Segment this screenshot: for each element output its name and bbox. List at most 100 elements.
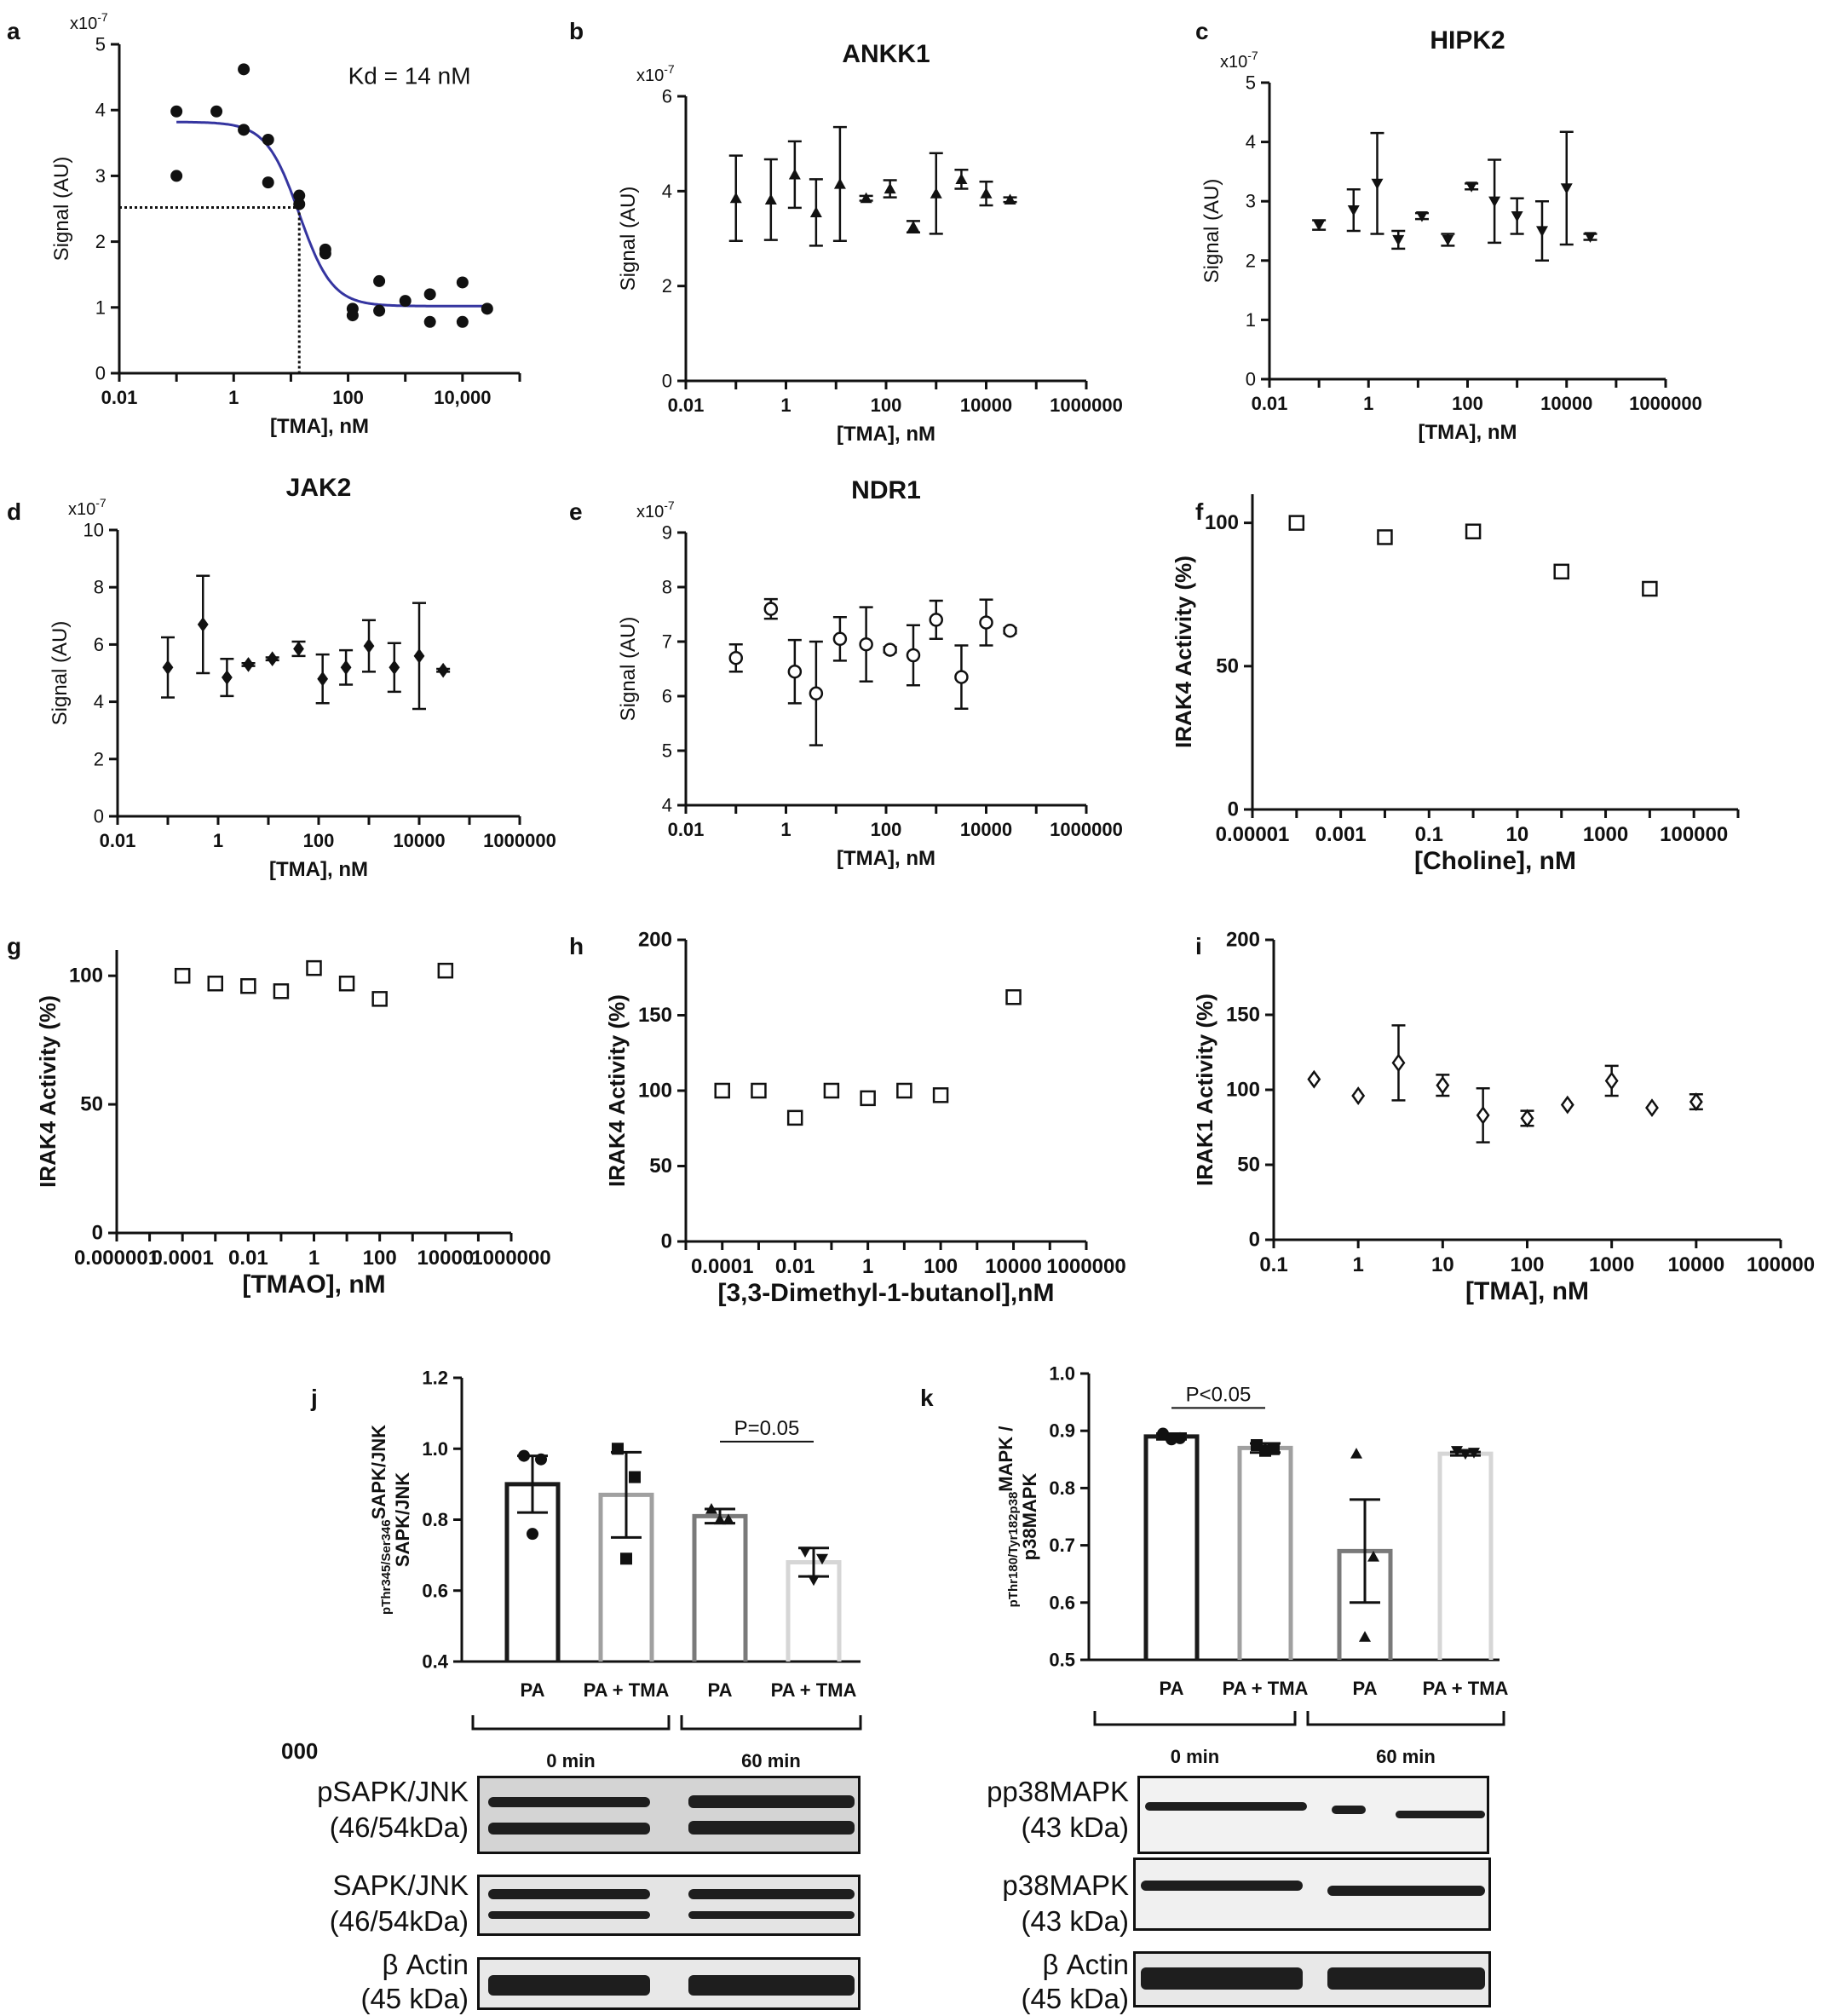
blot-j-row2-image [477, 1875, 861, 1936]
y-tick-label: 0.6 [1049, 1592, 1075, 1613]
y-tick-label: 1 [1246, 309, 1256, 331]
data-point [1488, 196, 1501, 208]
data-point [210, 105, 223, 118]
y-tick-label: 4 [94, 691, 104, 712]
panel-k: k 0.5 0.6 0.7 0.8 0.9 1.0 pThr180/Tyr182p38MAPK… [920, 1363, 1509, 1768]
y-tick-label: 4 [662, 181, 672, 202]
data-point [423, 288, 436, 301]
blot-band [488, 1889, 650, 1899]
data-point [979, 615, 993, 630]
data-point [363, 638, 375, 654]
data-point [1004, 193, 1016, 204]
panel-letter: b [569, 18, 584, 44]
data-point [238, 63, 250, 76]
data-point [262, 133, 274, 146]
data-point [1391, 1053, 1406, 1073]
panel-letter: g [7, 933, 21, 959]
y-tick-label: 0.9 [1049, 1420, 1075, 1442]
blot-band [1396, 1811, 1485, 1818]
data-point [1560, 1095, 1574, 1115]
x-tick-label: 0.01 [775, 1255, 815, 1278]
x-tick-label: 100 [924, 1255, 958, 1278]
x-tick-label: 1000 [1583, 823, 1628, 846]
data-point [317, 671, 329, 687]
panel-letter: e [569, 498, 583, 525]
data-point [1459, 1449, 1471, 1460]
data-point [620, 1552, 632, 1565]
data-point [221, 670, 233, 685]
data-point [456, 276, 469, 289]
group-bracket [1306, 1711, 1505, 1726]
blot-band [688, 1889, 855, 1899]
x-tick-label: 100000 [1660, 823, 1728, 846]
data-point [1259, 1444, 1271, 1457]
data-point [346, 309, 359, 322]
panel-a: a 0 1 2 3 4 5 0.01 1 100 10,000 x10-7 [TMA], nM Signa… [7, 10, 521, 438]
panel-f: f 0 50 100 0.00001 0.001 0.1 10 1000 100000 [Choli… [1171, 494, 1740, 875]
data-point [389, 660, 400, 676]
data-point [1560, 183, 1573, 194]
group-bracket [680, 1715, 862, 1731]
y-multiplier-label: x10-7 [70, 10, 108, 33]
y-axis-label: pThr345/Ser346SAPK/JNK [368, 1425, 394, 1615]
kd-annotation: Kd = 14 nM [348, 62, 471, 89]
x-tick-label: 0.01 [1252, 393, 1288, 414]
blot-k-row2-image [1133, 1858, 1491, 1931]
data-point [174, 967, 191, 984]
y-tick-label: 150 [638, 1004, 672, 1027]
y-tick-label: 2 [662, 275, 672, 297]
blot-j-row3-name: β Actin [382, 1949, 469, 1980]
data-point [932, 1087, 949, 1103]
data-point [1288, 515, 1305, 531]
category-label: PA + TMA [771, 1679, 857, 1701]
data-point [907, 221, 919, 232]
data-point [714, 1513, 726, 1525]
y-multiplier-label: x10-7 [636, 62, 675, 85]
data-point [1520, 1109, 1534, 1128]
data-point [306, 959, 322, 976]
group-bracket [1093, 1711, 1297, 1726]
x-tick-label: 10 [1506, 823, 1529, 846]
blot-band [688, 1795, 855, 1808]
category-label: PA [1160, 1678, 1184, 1699]
y-tick-label: 6 [662, 686, 672, 707]
data-point [1645, 1098, 1659, 1118]
y-tick-label: 100 [69, 965, 103, 988]
data-point [809, 686, 824, 701]
p-value-label: P=0.05 [734, 1417, 800, 1440]
data-point [728, 650, 743, 665]
blot-k-row2-name: p38MAPK [1002, 1869, 1129, 1901]
bar [1437, 1451, 1494, 1660]
x-tick-label: 0.000001 [74, 1247, 159, 1270]
data-point [293, 189, 306, 202]
x-tick-label: 1000000 [1629, 393, 1702, 414]
data-point [1367, 1551, 1379, 1562]
data-point [399, 295, 412, 308]
x-tick-label: 1 [213, 830, 223, 851]
x-tick-label: 0.1 [1259, 1253, 1287, 1276]
y-axis-label: Signal (AU) [49, 621, 72, 726]
blot-j-row3-kda: (45 kDa) [360, 1983, 469, 2014]
data-point [930, 187, 942, 199]
x-tick-label: 10 [1431, 1253, 1454, 1276]
data-point [809, 206, 822, 217]
x-tick-label: 10000 [1540, 393, 1592, 414]
data-point [955, 173, 968, 185]
data-point [722, 1513, 734, 1525]
data-point [1468, 1448, 1480, 1459]
data-point [860, 1090, 876, 1107]
y-tick-label: 5 [95, 34, 106, 55]
y-tick-label: 0 [1246, 369, 1256, 390]
y-tick-label: 50 [80, 1093, 103, 1116]
panel-i: i 0 50 100 150 200 0.1 1 10 100 1000 10000 100000 [TM… [1192, 929, 1815, 1306]
y-tick-label: 8 [94, 577, 104, 598]
y-axis-label: Signal (AU) [617, 187, 640, 291]
x-tick-label: 0.00001 [1216, 823, 1290, 846]
x-tick-label: 100 [871, 395, 902, 416]
blot-j-row1-image [477, 1776, 861, 1854]
x-tick-label: 100 [332, 387, 364, 408]
blot-k-row1-image [1137, 1776, 1489, 1854]
y-tick-label: 1 [95, 297, 106, 318]
blot-band [488, 1975, 650, 1996]
category-label: PA + TMA [1223, 1678, 1309, 1699]
